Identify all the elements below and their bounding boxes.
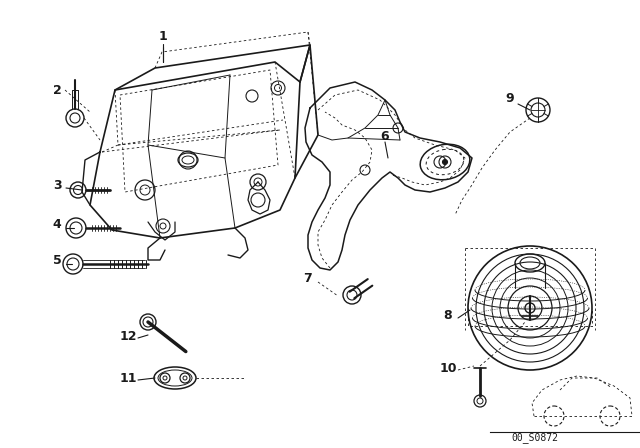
- Text: 3: 3: [52, 178, 61, 191]
- Text: 4: 4: [52, 217, 61, 231]
- Text: 12: 12: [119, 329, 137, 343]
- Text: 7: 7: [303, 271, 312, 284]
- Text: 9: 9: [506, 91, 515, 104]
- Text: 8: 8: [444, 309, 452, 322]
- Text: 5: 5: [52, 254, 61, 267]
- Text: 1: 1: [159, 30, 168, 43]
- Text: 11: 11: [119, 371, 137, 384]
- Text: 00_S0872: 00_S0872: [511, 433, 559, 444]
- Text: 2: 2: [52, 83, 61, 96]
- Text: 10: 10: [439, 362, 457, 375]
- Text: 6: 6: [381, 129, 389, 142]
- Circle shape: [442, 159, 447, 164]
